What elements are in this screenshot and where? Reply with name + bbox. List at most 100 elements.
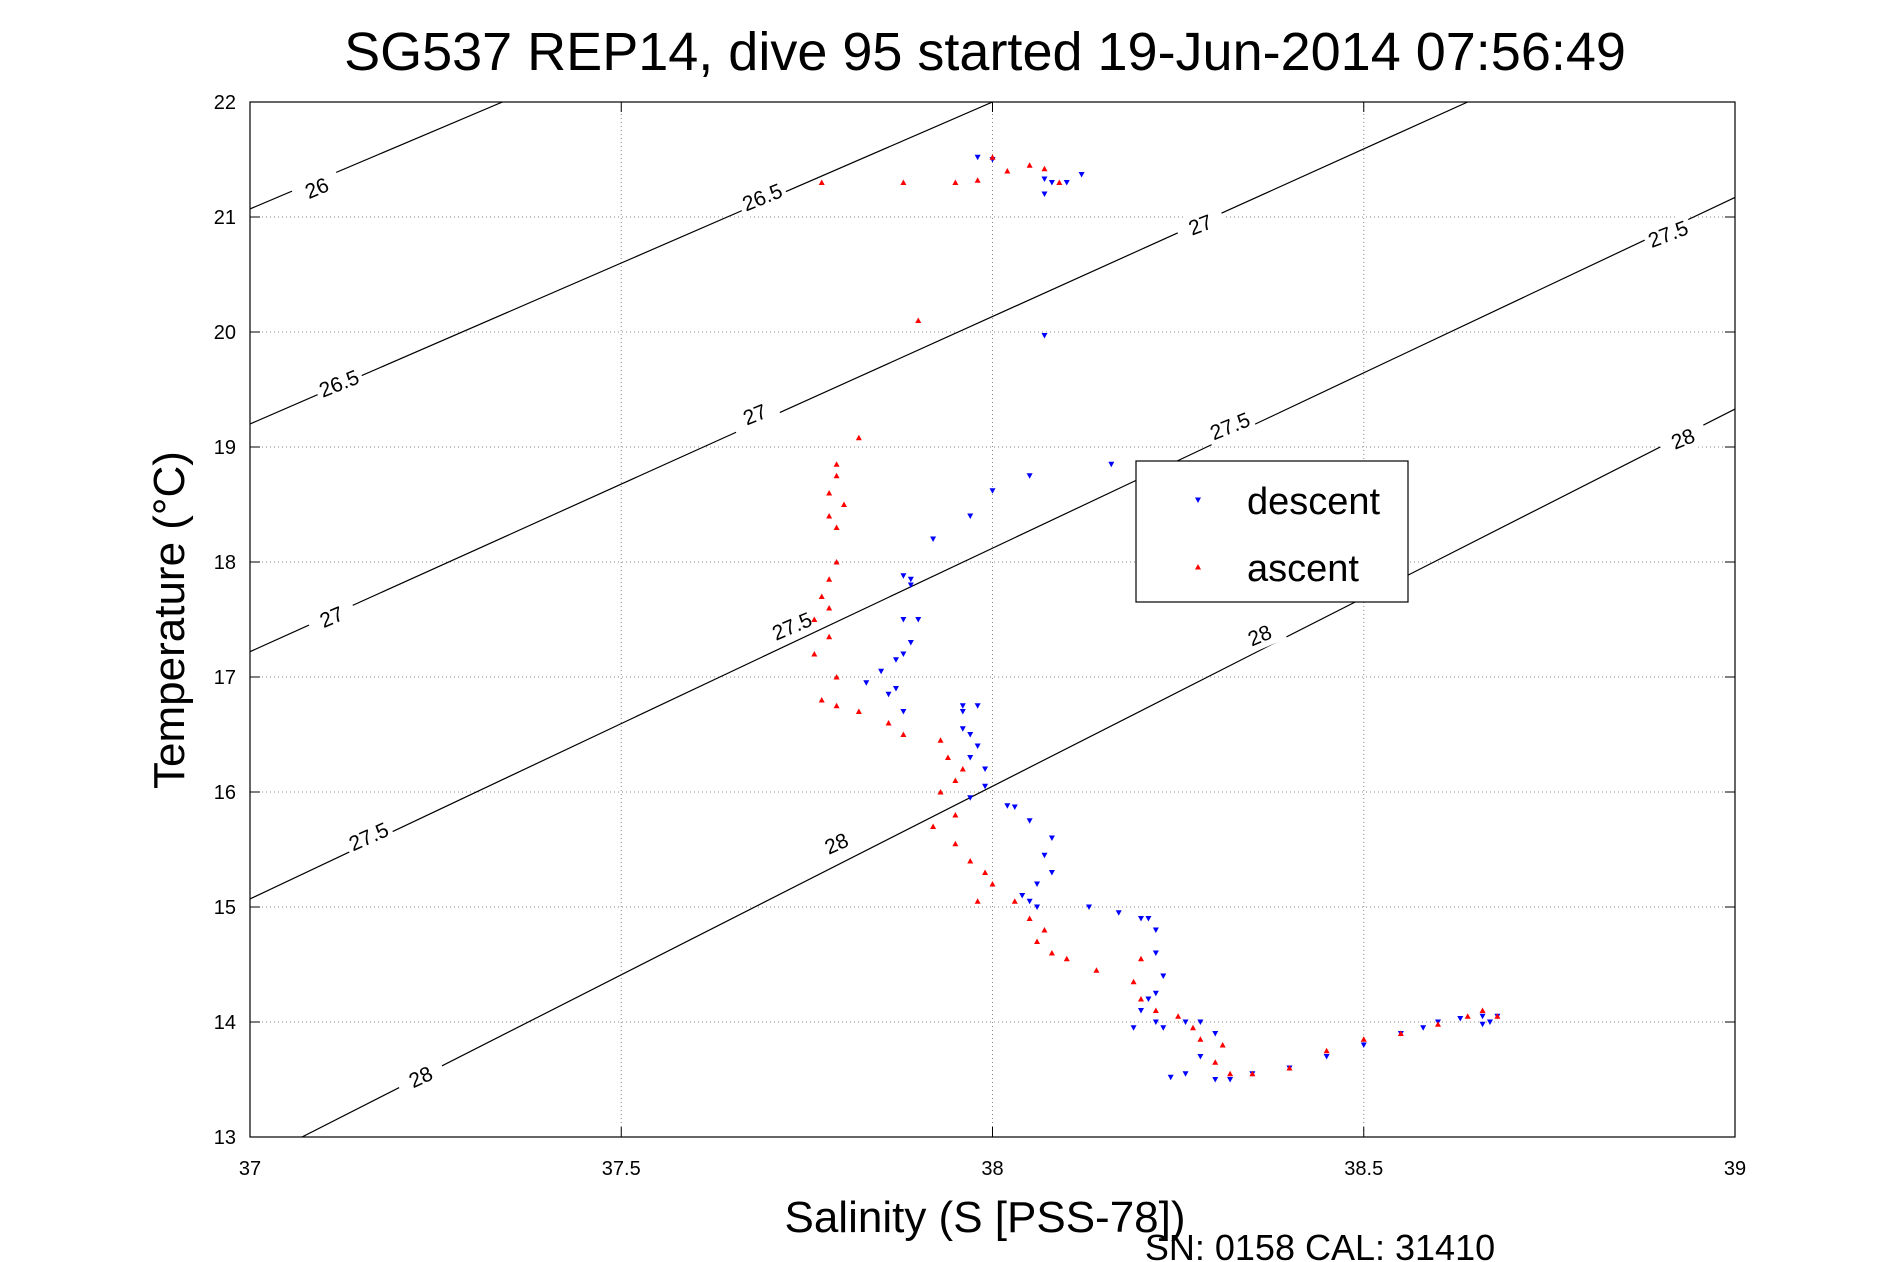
ascent-point [1435,1021,1441,1027]
descent-point [1041,852,1048,859]
ascent-point [841,501,847,507]
descent-point [1479,1021,1486,1028]
descent-point [1041,332,1048,339]
ascent-point [833,524,840,530]
ascent-point [989,881,996,887]
ascent-point [1286,1065,1293,1071]
legend-label-descent: descent [1247,481,1381,523]
descent-point [1479,1013,1486,1020]
y-axis-label: Temperature (°C) [145,451,194,789]
ascent-point [1138,955,1144,962]
descent-point [1130,1025,1137,1031]
descent-point [959,703,966,709]
contour-label-group: 28 [1655,417,1711,460]
ascent-point [1041,927,1048,933]
contour-label-halo [1232,614,1287,657]
x-tick-label: 37.5 [602,1158,641,1180]
ascent-point [855,708,862,714]
descent-point [900,573,907,579]
descent-point [1182,1019,1189,1025]
contour-label-halo [311,362,367,405]
descent-point [974,154,981,161]
ascent-point [930,823,937,829]
ascent-point [952,840,959,847]
contour-label-halo [727,393,783,436]
ascent-point [855,434,862,441]
ascent-point [1048,950,1055,956]
contour-label-halo [1641,213,1696,255]
ascent-point [1034,938,1041,944]
y-tick-label: 13 [214,1127,236,1149]
descent-point [1138,916,1144,922]
legend-marker-ascent [1195,564,1201,570]
ascent-point [974,898,981,904]
descent-point [915,617,922,623]
contour-label-halo [1655,417,1711,460]
descent-point [1078,171,1085,178]
ascent-point [1026,162,1033,168]
descent-point [1048,870,1055,876]
density-contours [250,102,1735,1137]
ascent-point [900,731,907,737]
ascent-point [937,789,944,795]
descent-point [959,709,966,715]
y-tick-label: 14 [214,1012,236,1034]
descent-point [863,680,870,686]
y-tick-label: 20 [214,322,236,344]
ascent-point [833,472,840,479]
x-tick-label: 39 [1724,1158,1746,1180]
plot-area: 26 26.526.527272727.527.527.527.528282828… [214,92,1746,1180]
y-tick-label: 22 [214,92,236,114]
descent-point [900,651,907,657]
descent-point [1227,1077,1234,1083]
ascent-point [952,777,959,783]
ascent-point [833,559,840,565]
ascent-point [1041,165,1048,172]
descent-point [1212,1031,1219,1037]
descent-point [1360,1042,1367,1048]
descent-point [967,795,974,801]
contour-label-halo [1173,204,1228,246]
ascent-point [1189,1024,1196,1031]
descent-point [1086,904,1093,910]
ascent-point [826,490,833,496]
descent-point [1145,916,1152,922]
descent-point [1420,1025,1427,1031]
descent-point [1011,804,1018,810]
descent-point [1108,461,1115,468]
descent-point [1152,1019,1159,1025]
ascent-point [1197,1036,1204,1042]
ascent-point [833,674,840,680]
descent-point [885,691,892,698]
descent-point [982,783,989,790]
x-tick-label: 38.5 [1344,1158,1383,1180]
ascent-point [1004,168,1011,174]
ascent-point [974,177,981,183]
descent-point [1212,1077,1219,1083]
ascent-point [1323,1047,1330,1054]
x-tick-label: 37 [239,1158,261,1180]
ascent-point [1212,1059,1219,1065]
x-tick-label: 38 [981,1158,1003,1180]
descent-point [1019,893,1026,899]
ascent-point [967,858,974,864]
ascent-point [818,697,825,703]
plot-background [250,102,1735,1137]
ascent-point [885,720,892,726]
descent-point [892,686,899,692]
ascent-point [826,576,833,582]
legend-label-ascent: ascent [1247,548,1359,590]
descent-point [974,743,981,749]
descent-point [1457,1016,1464,1022]
ascent-point [944,754,951,760]
ascent-point [826,513,833,519]
descent-point [982,766,989,772]
descent-point [1041,191,1048,197]
descent-point [1486,1019,1493,1025]
descent-point [989,488,996,494]
ascent-point [826,605,833,611]
ascent-point [1249,1070,1256,1077]
contour-label-halo [735,176,790,219]
legend: descent ascent [1135,460,1409,603]
ascent-point [959,766,966,772]
